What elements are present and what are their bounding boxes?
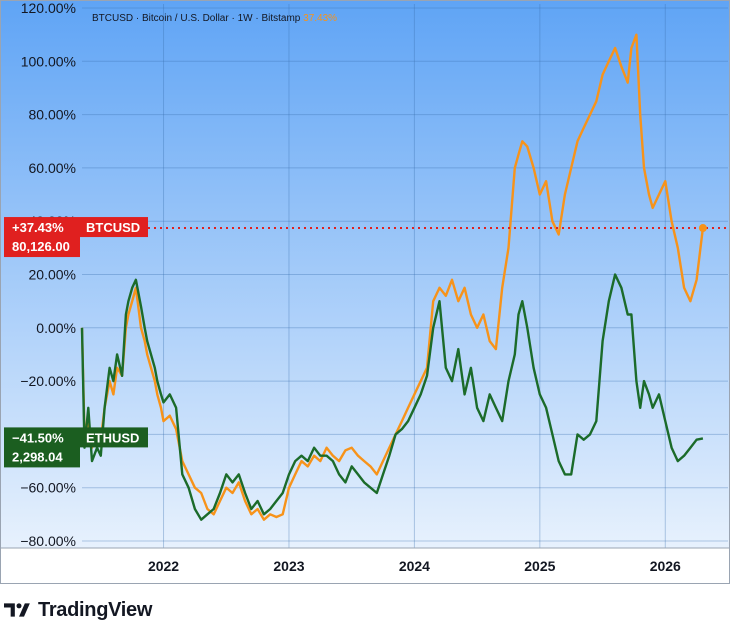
- y-tick-label: −20.00%: [20, 373, 76, 389]
- y-tick-label: 0.00%: [36, 320, 76, 336]
- eth-tag: −41.50% ETHUSD 2,298.04: [4, 427, 148, 468]
- btc-tag-name-bg: [80, 217, 148, 238]
- btc-tag-name: BTCUSD: [86, 220, 140, 235]
- ethusd-line: [80, 273, 704, 521]
- btc-tag-pct: +37.43%: [12, 220, 64, 235]
- y-tick-label: −80.00%: [20, 533, 76, 549]
- eth-tag-pct: −41.50%: [12, 430, 64, 445]
- chart-background: [0, 0, 730, 548]
- y-tick-label: 120.00%: [21, 0, 76, 16]
- x-tick-label: 2025: [524, 558, 555, 574]
- chart-title-value: 37.43%: [303, 13, 337, 24]
- chart-svg: 120.00%100.00%80.00%60.00%40.00%20.00%0.…: [0, 0, 730, 584]
- x-tick-label: 2026: [650, 558, 681, 574]
- tradingview-logo[interactable]: TradingView: [4, 598, 152, 622]
- y-tick-label: 80.00%: [29, 107, 76, 123]
- btcusd-line: [80, 33, 705, 521]
- chart-title: BTCUSD · Bitcoin / U.S. Dollar · 1W · Bi…: [92, 13, 337, 24]
- btc-tag-price: 80,126.00: [12, 239, 70, 254]
- y-tick-label: 20.00%: [29, 267, 76, 283]
- btc-tag: +37.43% BTCUSD 80,126.00: [4, 217, 148, 258]
- y-tick-label: −60.00%: [20, 480, 76, 496]
- x-tick-label: 2022: [148, 558, 179, 574]
- eth-tag-name: ETHUSD: [86, 430, 139, 445]
- btc-tag-bg: [4, 217, 80, 258]
- x-tick-label: 2023: [273, 558, 304, 574]
- y-tick-label: 100.00%: [21, 53, 76, 69]
- eth-tag-bg: [4, 427, 80, 468]
- tradingview-icon: [4, 603, 30, 617]
- btc-last-dot: [698, 224, 707, 233]
- x-tick-label: 2024: [399, 558, 430, 574]
- brand-name: TradingView: [38, 598, 153, 621]
- eth-tag-name-bg: [80, 427, 148, 448]
- eth-tag-price: 2,298.04: [12, 449, 63, 464]
- y-tick-label: 60.00%: [29, 160, 76, 176]
- chart: 120.00%100.00%80.00%60.00%40.00%20.00%0.…: [0, 0, 730, 584]
- time-axis-background: [0, 548, 730, 584]
